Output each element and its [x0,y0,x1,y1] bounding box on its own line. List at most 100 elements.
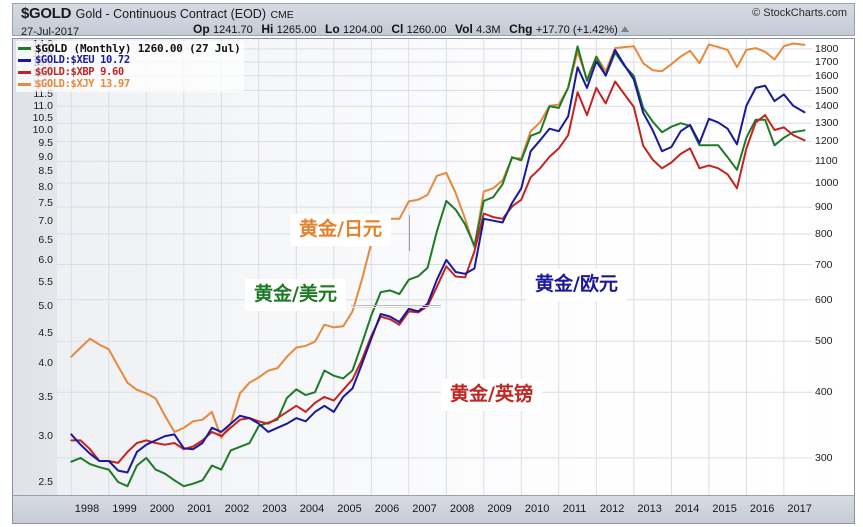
y-tick-right-700: 700 [815,258,833,271]
chart-series-group [70,42,806,488]
quote-value-vol: 4.3M [476,24,501,36]
legend-item-label: $GOLD:$XBP 9.60 [35,66,124,78]
quote-value-hi: 1265.00 [276,24,317,36]
quote-value-cl: 1260.00 [406,24,447,36]
y-tick-left-7: 7.0 [38,214,53,227]
y-tick-left-5: 5.0 [38,300,53,313]
series-line--gold-xjy [70,42,806,439]
x-tick-2008: 2008 [449,503,475,515]
legend-color-swatch-icon [18,70,31,74]
y-tick-right-1600: 1600 [815,69,839,82]
legend-item-1[interactable]: $GOLD:$XEU 10.72 [18,54,241,66]
legend-item-0[interactable]: $GOLD (Monthly) 1260.00 (27 Jul) [18,41,241,55]
callout-tick-jpy [409,215,410,251]
x-tick-2010: 2010 [524,503,550,515]
y-tick-left-7-5: 7.5 [38,197,53,210]
y-tick-right-500: 500 [815,335,833,348]
chart-legend: $GOLD (Monthly) 1260.00 (27 Jul) $GOLD:$X… [16,41,244,92]
y-tick-right-1100: 1100 [815,155,838,168]
series-line--gold-monthly- [70,45,806,488]
legend-item-2[interactable]: $GOLD:$XBP 9.60 [18,66,241,78]
legend-item-label: $GOLD (Monthly) 1260.00 (27 Jul) [35,41,241,55]
y-tick-left-10: 10.0 [32,123,53,136]
y-tick-right-1400: 1400 [815,100,839,113]
y-tick-right-300: 300 [815,451,833,464]
y-tick-right-1000: 1000 [815,177,839,190]
quote-label-op: Op [193,22,213,36]
annotation-gold-eur: 黄金/欧元 [526,269,627,301]
y-tick-right-1300: 1300 [815,117,839,130]
legend-item-3[interactable]: $GOLD:$XJY 13.97 [18,78,241,90]
y-tick-right-1500: 1500 [815,84,839,97]
x-tick-2007: 2007 [412,503,437,515]
x-tick-1998: 1998 [74,503,100,515]
chart-plot-frame: 2.5 3.0 3.5 4.0 4.5 5.0 5.5 6.0 6.5 7.0 7.5 8.0 8.5 9… [12,38,855,524]
x-tick-2011: 2011 [562,503,587,515]
y-tick-left-8-5: 8.5 [38,165,53,178]
y-tick-left-2-5: 2.5 [38,476,53,489]
y-tick-left-6: 6.0 [38,253,53,266]
quote-value-lo: 1204.00 [343,24,383,36]
y-tick-left-3-5: 3.5 [38,390,53,403]
y-tick-left-5-5: 5.5 [38,275,53,288]
x-tick-2005: 2005 [337,503,362,515]
y-tick-left-9-5: 9.5 [38,137,53,149]
chart-header-bar: $GOLD Gold - Continuous Contract (EOD) C… [12,3,855,38]
legend-color-swatch-icon [18,82,31,86]
y-tick-right-600: 600 [815,293,833,306]
x-tick-2009: 2009 [487,503,512,515]
y-tick-left-11: 11.0 [33,99,53,112]
chart-gridlines [57,39,812,495]
y-tick-right-1700: 1700 [815,55,839,68]
x-tick-2012: 2012 [599,503,625,515]
quote-date: 27-Jul-2017 [21,26,80,38]
series-line--gold-xeu [70,48,806,474]
y-tick-left-4-5: 4.5 [38,327,53,340]
ticker-symbol: $GOLD [21,5,72,22]
callout-leader-shadow-usd [351,307,441,308]
x-tick-2001: 2001 [187,503,212,515]
quote-value-chg: +17.70 (+1.42%) [535,24,618,36]
x-tick-2006: 2006 [374,503,400,515]
legend-item-label: $GOLD:$XEU 10.72 [35,54,130,66]
change-up-arrow-icon [620,26,629,32]
y-tick-left-11-5: 11.5 [33,88,53,101]
legend-color-swatch-icon [18,58,31,62]
legend-color-swatch-icon [18,46,31,50]
x-axis-year-labels: 1998 1999 2000 2001 2002 2003 2004 2005 2006 2007… [13,495,854,523]
quote-label-lo: Lo [325,22,343,36]
x-tick-2003: 2003 [262,503,287,515]
y-tick-left-10-5: 10.5 [32,111,53,124]
ticker-description: Gold - Continuous Contract (EOD) [75,7,266,21]
annotation-gold-usd: 黄金/美元 [245,279,346,311]
y-tick-left-8: 8.0 [38,180,53,193]
y-axis-right-price: 300 400 500 600 700 800 900 1000 1100 1200 1300 140… [810,39,854,495]
y-tick-left-6-5: 6.5 [38,233,53,246]
quote-label-vol: Vol [455,22,477,36]
series-line--gold-xbp [70,80,806,464]
x-tick-2014: 2014 [674,503,700,515]
y-tick-right-1200: 1200 [815,135,839,148]
x-tick-2016: 2016 [749,503,775,515]
quote-label-hi: Hi [261,22,277,36]
x-tick-2017: 2017 [787,503,812,515]
x-tick-2000: 2000 [149,503,175,515]
y-tick-left-9: 9.0 [38,150,53,163]
y-tick-left-4: 4.0 [38,356,53,369]
x-tick-1999: 1999 [112,503,137,515]
x-tick-2002: 2002 [224,503,250,515]
legend-item-label: $GOLD:$XJY 13.97 [35,78,130,90]
y-tick-right-900: 900 [815,201,833,214]
annotation-gold-jpy: 黄金/日元 [290,214,391,246]
annotation-gold-gbp: 黄金/英镑 [441,379,542,411]
x-tick-2004: 2004 [299,503,325,515]
stockcharts-brand: © StockCharts.com [752,7,847,19]
y-tick-right-400: 400 [815,386,833,399]
quote-label-chg: Chg [509,22,536,36]
x-tick-2013: 2013 [637,503,662,515]
y-tick-left-3: 3.0 [38,430,53,443]
chart-quote-line: 27-Jul-2017 Op 1241.70 Hi 1265.00 Lo 120… [21,22,848,38]
y-tick-right-1800: 1800 [815,42,839,55]
quote-value-op: 1241.70 [213,24,253,36]
